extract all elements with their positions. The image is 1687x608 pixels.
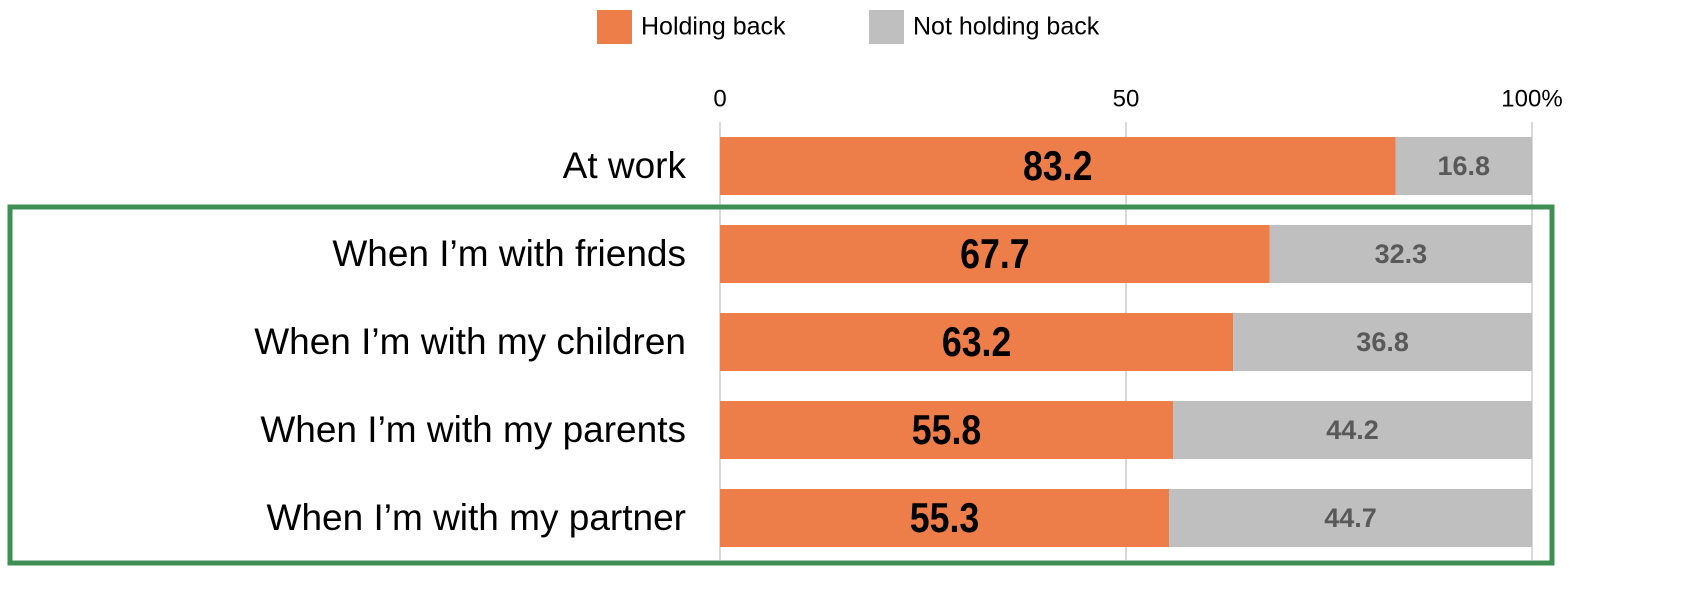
bar-segment (1173, 401, 1532, 459)
bar-segment (1233, 313, 1532, 371)
bar-segment (720, 489, 1170, 547)
x-tick-label: 0 (713, 85, 726, 112)
category-label: When I’m with my parents (260, 409, 686, 450)
data-label: 44.2 (1326, 415, 1379, 445)
data-label: 67.7 (960, 231, 1029, 277)
legend-swatch (597, 10, 632, 44)
data-label: 83.2 (1023, 143, 1092, 189)
x-tick-label: 50 (1113, 85, 1140, 112)
data-label: 55.8 (912, 407, 981, 453)
bar-segment (720, 313, 1234, 371)
bar-segment (720, 137, 1396, 195)
data-label: 55.3 (910, 495, 979, 541)
bar-segment (1269, 225, 1532, 283)
data-label: 63.2 (942, 319, 1011, 365)
category-label: At work (563, 145, 687, 186)
category-label: When I’m with my partner (267, 497, 686, 538)
data-label: 36.8 (1356, 327, 1409, 357)
category-label: When I’m with friends (332, 233, 686, 274)
bar-segment (1395, 137, 1532, 195)
bar-segment (720, 225, 1270, 283)
x-tick-label: 100% (1501, 85, 1562, 112)
data-label: 44.7 (1324, 503, 1377, 533)
bar-segment (1169, 489, 1532, 547)
data-label: 16.8 (1438, 151, 1491, 181)
category-label: When I’m with my children (254, 321, 686, 362)
highlight-box (7, 204, 1555, 566)
legend-label: Not holding back (913, 13, 1100, 41)
legend-swatch (869, 10, 904, 44)
data-label: 32.3 (1375, 239, 1428, 269)
bar-segment (720, 401, 1174, 459)
legend-label: Holding back (641, 13, 786, 41)
